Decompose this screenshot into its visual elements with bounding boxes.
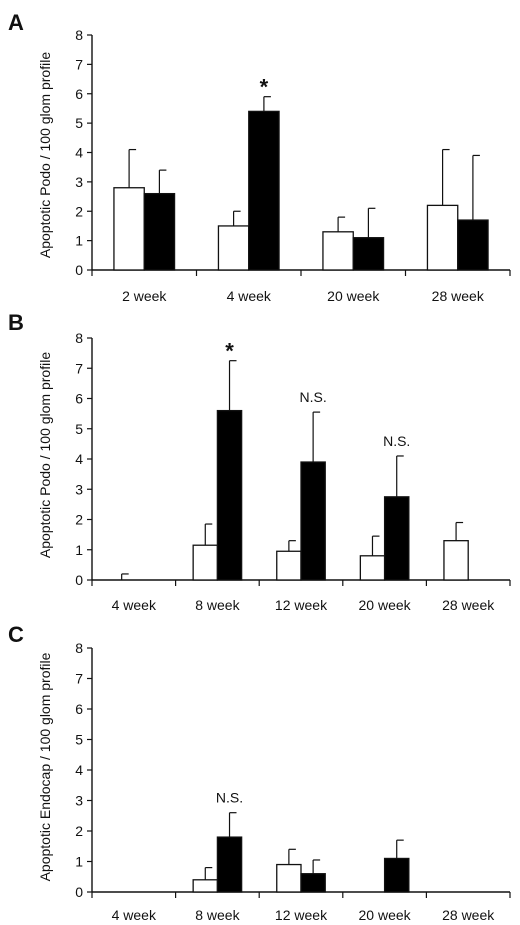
panel-b: B Apoptotic Podo / 100 glom profile 0 1 2 3… xyxy=(8,310,511,613)
y-tick-label: 7 xyxy=(75,360,83,376)
panel-letter: A xyxy=(8,10,24,35)
panel-a: A Apoptotic Podo / 100 glom profile 0 1 2 3… xyxy=(8,10,511,304)
y-tick-label: 1 xyxy=(75,854,83,870)
significance-label: N.S. xyxy=(383,433,410,449)
bar-open xyxy=(426,204,459,271)
bar-filled xyxy=(383,857,410,893)
y-tick-label: 6 xyxy=(75,391,83,407)
y-tick-label: 2 xyxy=(75,203,83,219)
bar-open xyxy=(113,187,145,271)
y-tick-label: 3 xyxy=(75,481,83,497)
significance-label: N.S. xyxy=(216,790,243,806)
x-tick-label: 12 week xyxy=(275,597,328,613)
bar-filled xyxy=(300,873,326,893)
panel-letter: B xyxy=(8,310,24,335)
y-tick-label: 5 xyxy=(75,115,83,131)
bar-open xyxy=(217,225,250,271)
bar-filled xyxy=(248,110,280,271)
x-tick-label: 28 week xyxy=(442,597,495,613)
x-tick-label: 28 week xyxy=(442,907,495,923)
bar-filled xyxy=(383,496,410,581)
y-tick-label: 6 xyxy=(75,701,83,717)
y-tick-label: 8 xyxy=(75,640,83,656)
y-tick-label: 8 xyxy=(75,27,83,43)
y-tick-label: 6 xyxy=(75,86,83,102)
bar-filled xyxy=(216,409,243,581)
y-axis-label: Apoptotic Podo / 100 glom profile xyxy=(37,352,53,558)
y-tick-label: 1 xyxy=(75,542,83,558)
x-tick-label: 8 week xyxy=(195,907,240,923)
y-tick-label: 0 xyxy=(75,884,83,900)
bar-open xyxy=(192,879,219,893)
y-tick-label: 4 xyxy=(75,145,83,161)
y-tick-label: 4 xyxy=(75,762,83,778)
bar-filled xyxy=(352,237,385,271)
x-tick-label: 12 week xyxy=(275,907,328,923)
y-tick-label: 3 xyxy=(75,793,83,809)
significance-star: * xyxy=(260,75,269,100)
x-tick-label: 4 week xyxy=(227,288,272,304)
y-axis-label: Apoptotic Endocap / 100 glom profile xyxy=(37,652,53,881)
y-tick-label: 5 xyxy=(75,732,83,748)
bar-filled xyxy=(216,836,243,893)
y-tick-label: 4 xyxy=(75,451,83,467)
y-axis-label: Apoptotic Podo / 100 glom profile xyxy=(37,52,53,258)
y-tick-label: 8 xyxy=(75,330,83,346)
bar-open xyxy=(276,550,302,581)
y-tick-label: 0 xyxy=(75,572,83,588)
bar-filled xyxy=(457,219,489,271)
x-tick-label: 28 week xyxy=(432,288,485,304)
bar-open xyxy=(322,231,354,271)
panel-letter: C xyxy=(8,622,24,647)
x-tick-label: 4 week xyxy=(112,907,157,923)
bar-filled xyxy=(300,461,326,581)
y-tick-label: 2 xyxy=(75,823,83,839)
y-tick-label: 3 xyxy=(75,174,83,190)
y-tick-label: 7 xyxy=(75,56,83,72)
x-tick-label: 2 week xyxy=(122,288,167,304)
bar-filled xyxy=(143,192,176,271)
bar-open xyxy=(276,863,302,893)
y-tick-label: 5 xyxy=(75,421,83,437)
y-tick-label: 2 xyxy=(75,512,83,528)
bar-open xyxy=(359,555,386,581)
x-tick-label: 8 week xyxy=(195,597,240,613)
significance-label: N.S. xyxy=(300,389,327,405)
x-tick-label: 20 week xyxy=(359,907,412,923)
bar-open xyxy=(443,540,469,581)
y-tick-label: 0 xyxy=(75,262,83,278)
x-tick-label: 4 week xyxy=(112,597,157,613)
x-tick-label: 20 week xyxy=(359,597,412,613)
x-tick-label: 20 week xyxy=(327,288,380,304)
y-tick-label: 1 xyxy=(75,233,83,249)
significance-star: * xyxy=(225,339,234,364)
panel-c: C Apoptotic Endocap / 100 glom profile 0… xyxy=(8,622,511,923)
bar-open xyxy=(192,544,219,581)
y-tick-label: 7 xyxy=(75,671,83,687)
